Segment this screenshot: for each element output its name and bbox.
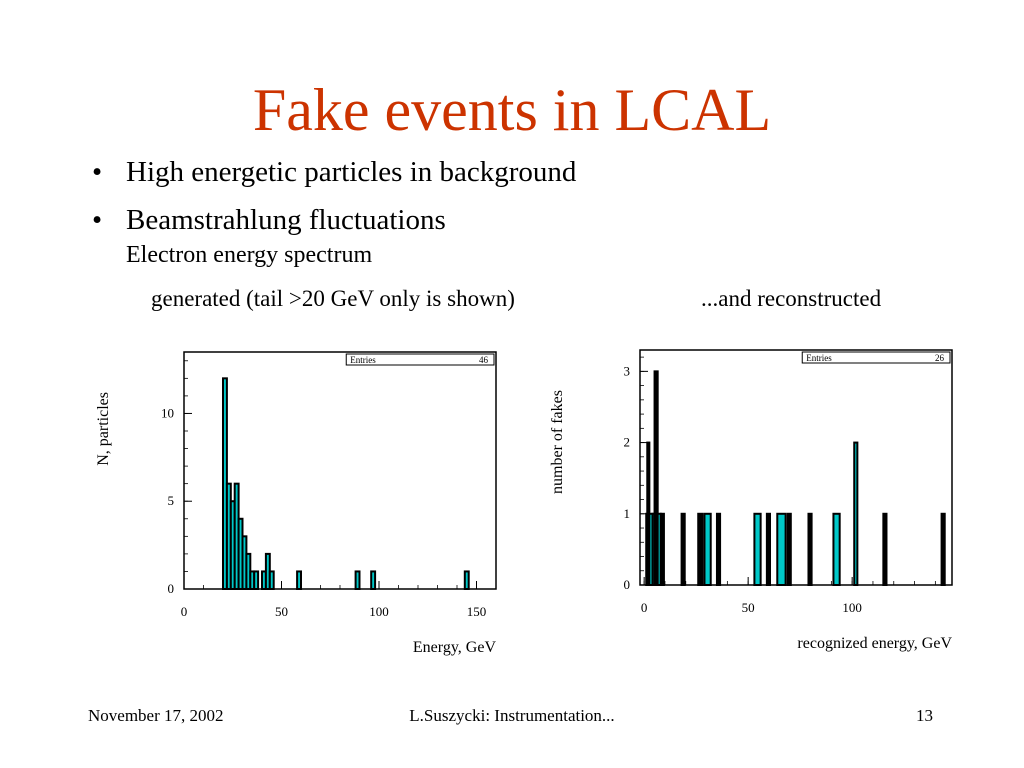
stats-box [345,353,495,366]
histogram-bar [697,512,704,586]
histogram-bar [268,570,275,590]
stats-value: 26 [935,353,945,363]
histogram-bar [765,512,772,586]
bullet-item: • High energetic particles in background [92,152,972,192]
y-tick-label: 5 [168,493,175,508]
y-axis-label: N, particles [95,392,112,466]
histogram-bar [753,512,762,586]
stats-box [801,351,951,364]
footer-author: L.Suszycki: Instrumentation... [409,706,615,725]
bullet-icon: • [92,204,103,236]
histogram-bar [703,512,712,586]
y-tick-label: 2 [624,435,631,450]
chart-reconstructed-energy: 0 1 2 3 0 50 100 recognized energy, GeV number o… [549,349,953,652]
bullet-text: High energetic particles in background [126,156,577,188]
stats-value: 46 [479,355,489,365]
y-tick-label: 3 [624,363,631,378]
x-tick-label: 100 [369,604,389,619]
x-tick-label: 0 [181,604,188,619]
slide-title: Fake events in LCAL [252,77,772,143]
histogram-bar [680,512,686,586]
y-axis-label: number of fakes [549,390,566,494]
x-tick-label: 50 [275,604,288,619]
y-tick-label: 0 [624,577,631,592]
x-axis-label: recognized energy, GeV [797,635,952,652]
bullet-text: Beamstrahlung fluctuations [126,204,446,236]
y-tick-label: 10 [161,405,174,420]
histogram-bar [882,512,888,586]
histogram-bar [832,512,841,586]
stats-label: Entries [806,353,832,363]
histogram-bar [253,570,260,590]
histogram-bar [463,570,470,590]
histogram-bar [653,370,659,587]
plot-frame [639,349,953,586]
histogram-bar [659,512,665,586]
x-axis-label: Energy, GeV [413,639,497,656]
histogram-bar [786,512,792,586]
x-tick-label: 150 [467,604,487,619]
histogram-bar [940,512,946,586]
x-tick-label: 0 [641,600,648,615]
footer-date: November 17, 2002 [88,706,224,725]
histogram-bar [853,441,859,586]
histogram-bar [776,512,787,586]
bullet-item: • Beamstrahlung fluctuations [92,200,972,240]
bullet-icon: • [92,156,103,188]
stats-label: Entries [350,355,376,365]
y-tick-label: 0 [168,581,175,596]
histogram-bar [715,512,722,586]
histogram-bar [646,441,651,586]
histogram-bar [370,570,377,590]
histogram-bar [296,570,303,590]
histogram-bar [354,570,361,590]
caption-generated: generated (tail >20 GeV only is shown) [151,286,515,311]
caption-reconstructed: ...and reconstructed [701,286,882,311]
x-tick-label: 50 [742,600,755,615]
x-tick-label: 100 [842,600,862,615]
bullet-list: • High energetic particles in background… [92,152,972,270]
y-tick-label: 1 [624,506,631,521]
sub-heading: Electron energy spectrum [126,242,373,268]
histogram-bar [807,512,813,586]
footer-page-number: 13 [916,706,933,725]
